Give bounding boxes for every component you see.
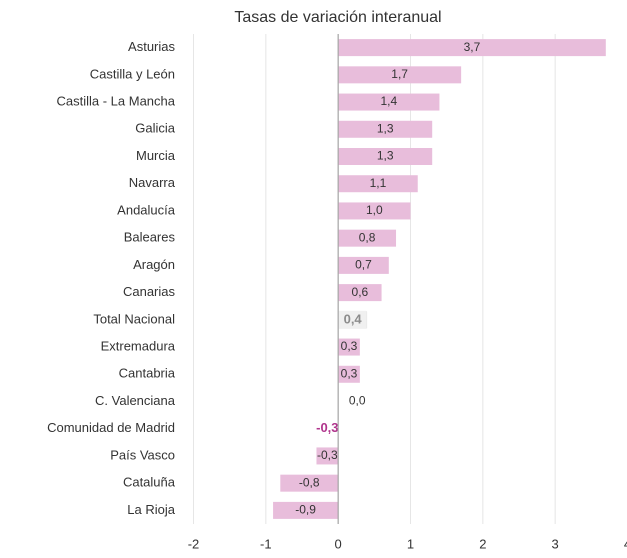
y-tick-label: Comunidad de Madrid (47, 420, 175, 435)
y-tick-label: La Rioja (127, 502, 175, 517)
x-tick-label: -2 (188, 536, 200, 551)
x-tick-label: 2 (479, 536, 486, 551)
x-tick-label: 3 (552, 536, 559, 551)
label-background (338, 310, 367, 329)
bar (338, 66, 462, 84)
value-label: 0,6 (352, 285, 369, 299)
bar (338, 148, 433, 165)
bar (316, 447, 339, 465)
y-tick-label: Castilla y León (90, 66, 175, 81)
label-background (313, 419, 342, 438)
bar (338, 284, 382, 302)
chart-title: Tasas de variación interanual (234, 9, 441, 26)
value-label: 0,4 (344, 311, 363, 326)
value-label: 0,3 (341, 339, 358, 353)
bar (338, 39, 606, 57)
bar (338, 120, 433, 138)
bar (338, 175, 418, 193)
value-label: -0,9 (295, 503, 316, 517)
value-label: 1,0 (366, 203, 383, 217)
y-tick-label: C. Valenciana (95, 393, 176, 408)
y-tick-label: Castilla - La Mancha (57, 93, 176, 108)
value-label: -0,3 (316, 420, 338, 435)
y-tick-label: Murcia (136, 148, 176, 163)
value-label: -0,3 (317, 448, 338, 462)
bar (338, 93, 440, 111)
value-label: 3,7 (464, 40, 481, 54)
value-label: -0,8 (299, 475, 320, 489)
value-label: 0,8 (359, 230, 376, 244)
x-tick-label: 1 (407, 536, 414, 551)
bar (280, 474, 339, 492)
value-label: 0,3 (341, 366, 358, 380)
value-label: 1,1 (370, 176, 387, 190)
value-label: 0,7 (355, 258, 372, 272)
bar (338, 338, 360, 356)
y-tick-label: Aragón (133, 257, 175, 272)
y-tick-label: Extremadura (101, 338, 176, 353)
value-label: 1,7 (391, 67, 408, 81)
value-label: 1,4 (380, 94, 397, 108)
y-tick-label: Asturias (128, 39, 175, 54)
bar (338, 202, 411, 220)
y-tick-label: Baleares (124, 230, 176, 245)
value-label: 0,0 (349, 394, 366, 408)
bar (338, 256, 389, 274)
y-tick-label: Andalucía (117, 202, 176, 217)
x-tick-label: 0 (335, 536, 342, 551)
y-tick-label: Total Nacional (93, 311, 175, 326)
y-tick-label: País Vasco (110, 447, 175, 462)
value-label: 1,3 (377, 149, 394, 163)
y-tick-label: Cataluña (123, 475, 176, 490)
y-tick-label: Canarias (123, 284, 176, 299)
y-tick-label: Navarra (129, 175, 176, 190)
y-tick-label: Cantabria (119, 366, 176, 381)
x-tick-label: -1 (260, 536, 272, 551)
y-tick-label: Galicia (135, 121, 176, 136)
x-tick-label: 4 (624, 536, 627, 551)
bar (273, 501, 339, 519)
value-label: 1,3 (377, 121, 394, 135)
bar (338, 365, 360, 383)
bar (338, 229, 397, 247)
